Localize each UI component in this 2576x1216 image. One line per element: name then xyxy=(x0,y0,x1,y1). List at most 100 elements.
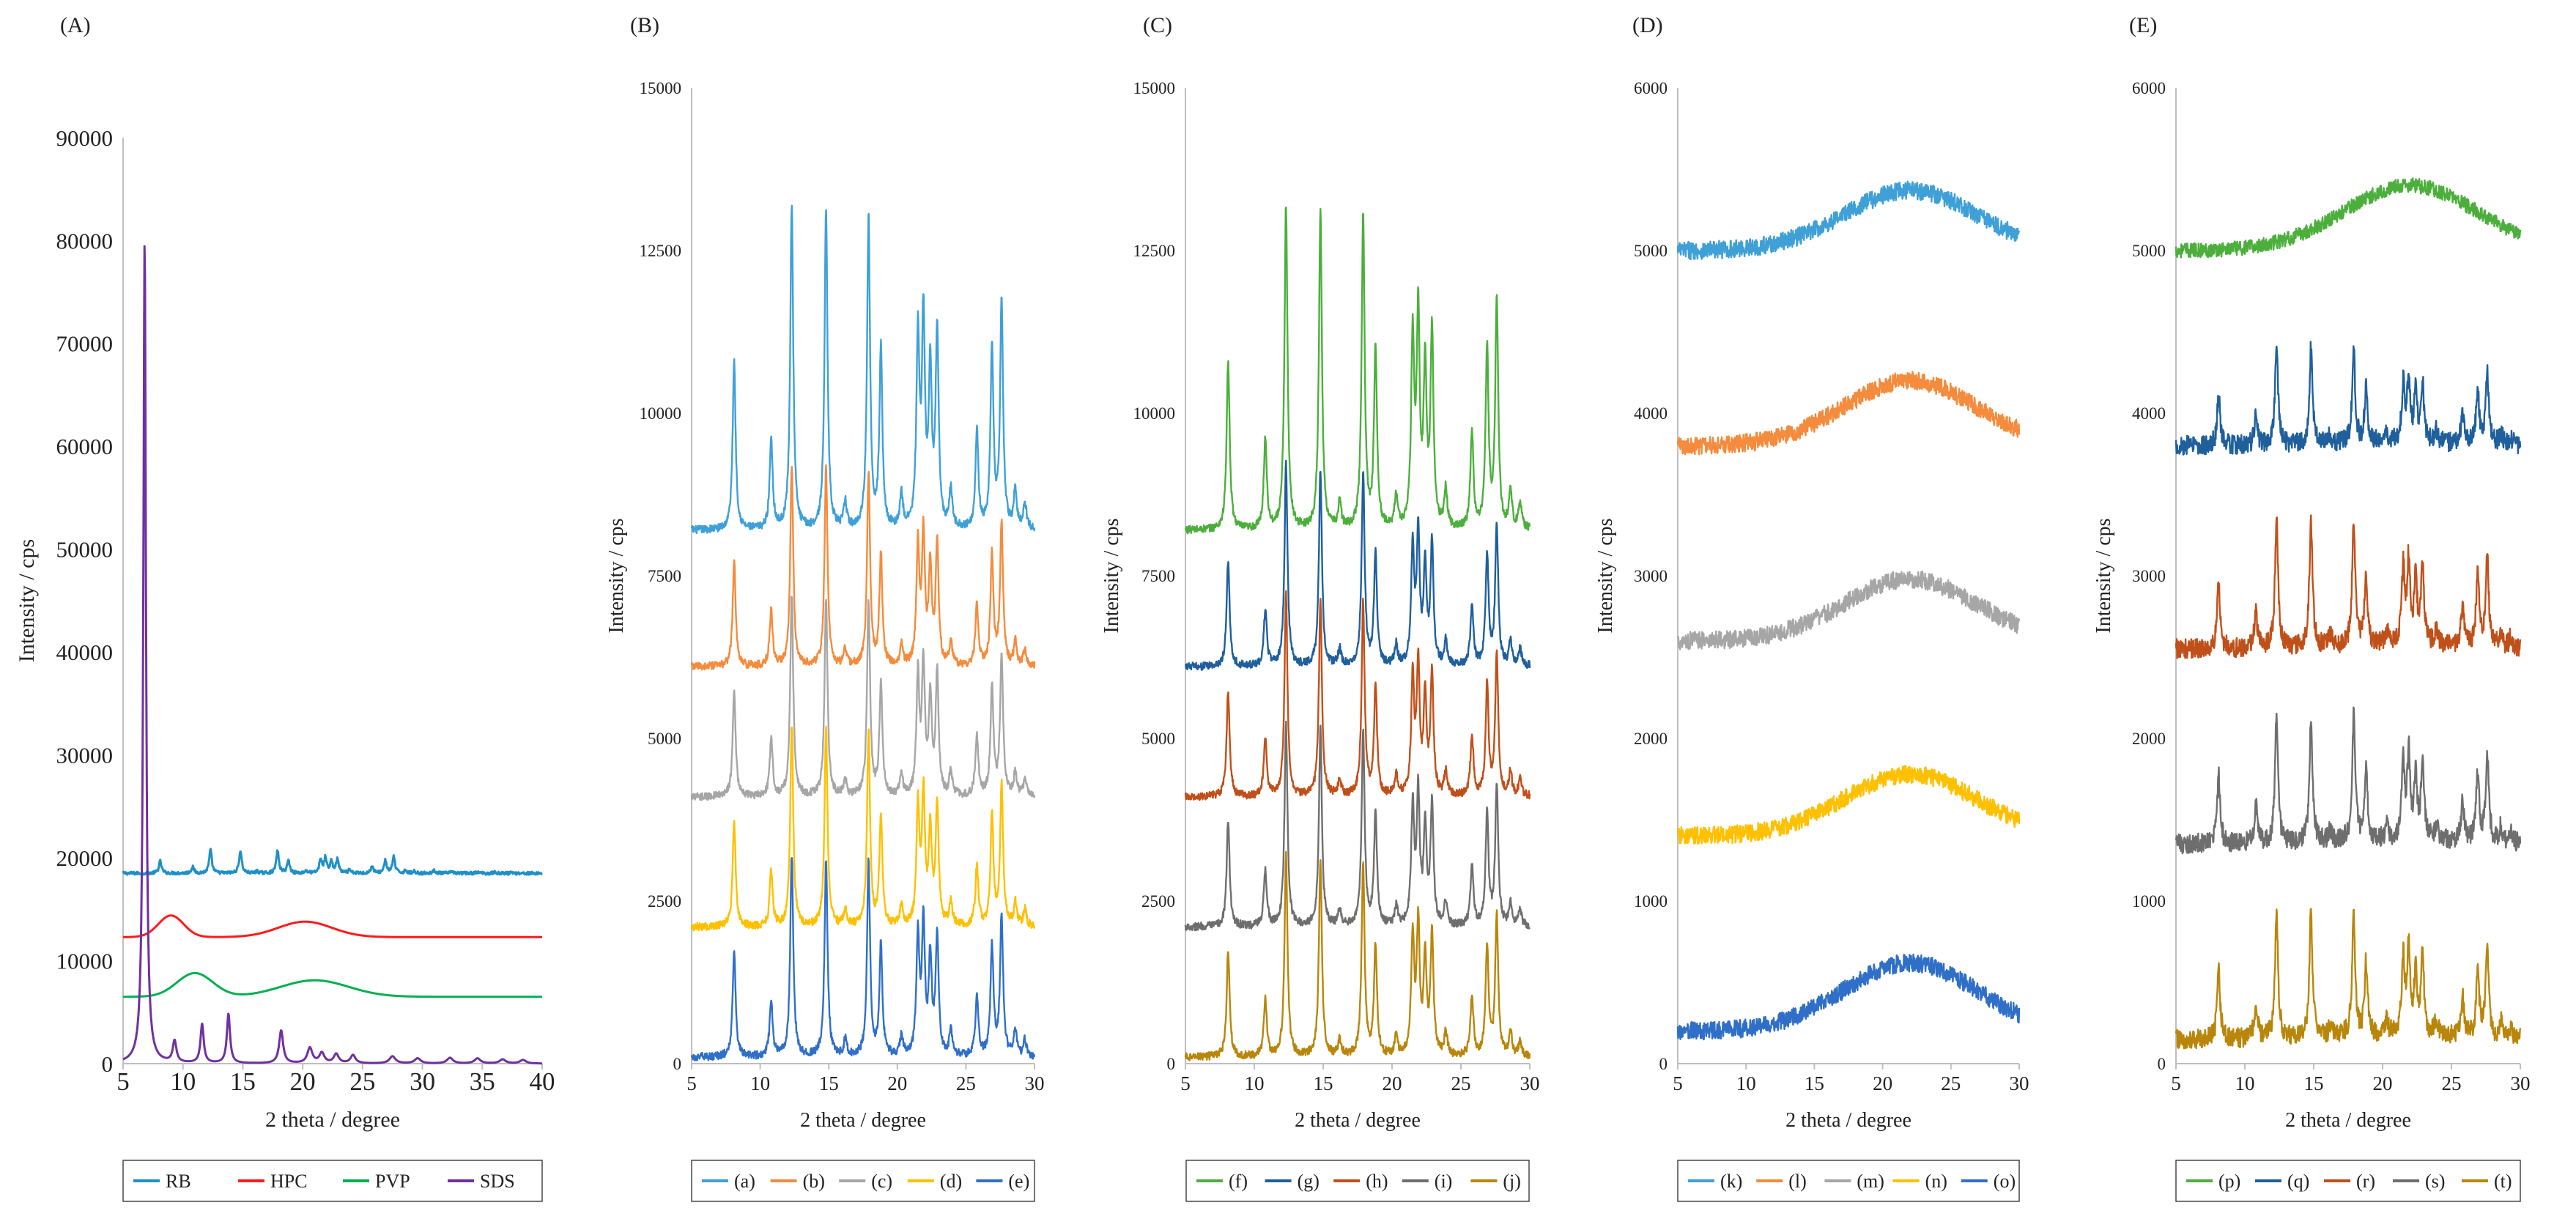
y-tick-label: 4000 xyxy=(2132,404,2166,423)
x-tick-label: 5 xyxy=(1673,1072,1683,1094)
y-axis-title: Intensity / cps xyxy=(2092,518,2115,633)
series-line-5 xyxy=(690,857,1036,1061)
x-tick-label: 35 xyxy=(470,1067,495,1096)
y-tick-label: 15000 xyxy=(640,79,682,97)
x-tick-label: 25 xyxy=(1451,1072,1471,1094)
y-tick-label: 70000 xyxy=(56,331,114,357)
chart-panel-1: (A) 0 10000 20000 30000 40000 50000 60000 70000 8… xyxy=(15,13,555,1202)
y-tick-label: 90000 xyxy=(56,125,114,151)
legend-label: (d) xyxy=(940,1171,962,1192)
y-tick-label: 0 xyxy=(1659,1055,1668,1073)
panel-label: (C) xyxy=(1143,13,1172,37)
legend-label: (o) xyxy=(1994,1171,2016,1192)
y-tick-label: 40000 xyxy=(56,639,114,665)
series-line-4 xyxy=(1184,720,1531,932)
y-tick-label: 3000 xyxy=(2132,567,2166,585)
x-tick-label: 15 xyxy=(1805,1072,1824,1094)
series-line-4 xyxy=(122,245,543,1065)
legend-label: (i) xyxy=(1435,1171,1453,1192)
chart-panel-3: (C) 0 2500 5000 7500 10000 12500 15000 5 10 15 20 25… xyxy=(1100,13,1540,1202)
y-tick-label: 0 xyxy=(2158,1055,2166,1073)
x-tick-label: 20 xyxy=(1383,1072,1402,1094)
y-tick-label: 10000 xyxy=(1133,404,1176,423)
series-line-1 xyxy=(2175,177,2522,259)
legend-label: PVP xyxy=(375,1171,410,1192)
legend-label: (j) xyxy=(1503,1171,1521,1192)
y-axis-title: Intensity / cps xyxy=(1100,518,1123,633)
y-tick-label: 1000 xyxy=(2132,892,2166,911)
y-axis-title: Intensity / cps xyxy=(605,518,628,633)
y-tick-label: 3000 xyxy=(1634,567,1668,585)
y-tick-label: 10000 xyxy=(640,404,682,423)
series-line-5 xyxy=(2175,908,2522,1050)
legend-label: (r) xyxy=(2356,1171,2375,1192)
legend-label: (p) xyxy=(2218,1171,2240,1192)
x-tick-label: 5 xyxy=(2171,1072,2181,1094)
x-tick-label: 30 xyxy=(1025,1072,1045,1094)
x-tick-label: 15 xyxy=(230,1067,256,1096)
series-line-2 xyxy=(122,914,543,938)
y-tick-label: 2000 xyxy=(1634,730,1668,748)
legend-label: (f) xyxy=(1229,1171,1248,1192)
y-tick-label: 60000 xyxy=(56,434,114,459)
series-line-3 xyxy=(122,971,543,998)
x-axis-title: 2 theta / degree xyxy=(1785,1109,1911,1132)
y-tick-label: 50000 xyxy=(56,537,114,563)
y-tick-label: 12500 xyxy=(640,242,682,260)
series-line-4 xyxy=(2175,706,2522,855)
x-tick-label: 10 xyxy=(2235,1072,2255,1094)
chart-panel-2: (B) 0 2500 5000 7500 10000 12500 15000 5 10 15 20 25… xyxy=(605,13,1045,1202)
series-line-1 xyxy=(1676,180,2021,261)
legend-label: (g) xyxy=(1298,1171,1320,1192)
x-tick-label: 20 xyxy=(1873,1072,1892,1094)
chart-panel-4: (D) 0 1000 2000 3000 4000 5000 6000 5 10 15 20 25 30 2… xyxy=(1594,13,2029,1202)
legend-label: (k) xyxy=(1720,1171,1742,1192)
series-line-3 xyxy=(1184,590,1531,801)
y-tick-label: 5000 xyxy=(2132,242,2166,260)
legend-label: (e) xyxy=(1008,1171,1029,1192)
series-line-5 xyxy=(1676,953,2021,1041)
series-line-5 xyxy=(1184,850,1531,1061)
y-tick-label: 5000 xyxy=(1141,730,1175,748)
series-line-1 xyxy=(122,848,543,876)
x-tick-label: 10 xyxy=(1245,1072,1265,1094)
x-axis-title: 2 theta / degree xyxy=(2285,1109,2411,1132)
x-tick-label: 30 xyxy=(2511,1072,2531,1094)
y-tick-label: 7500 xyxy=(648,567,681,585)
legend-label: (n) xyxy=(1925,1171,1947,1192)
legend-label: (h) xyxy=(1366,1171,1388,1192)
y-tick-label: 1000 xyxy=(1634,892,1668,911)
x-tick-label: 5 xyxy=(1180,1072,1191,1094)
legend-label: HPC xyxy=(270,1171,308,1192)
legend-label: (c) xyxy=(871,1171,892,1192)
series-line-4 xyxy=(690,725,1036,932)
series-line-1 xyxy=(690,204,1036,535)
series-line-3 xyxy=(2175,514,2522,659)
y-tick-label: 6000 xyxy=(2132,79,2166,97)
x-tick-label: 25 xyxy=(2442,1072,2462,1094)
y-tick-label: 30000 xyxy=(56,743,114,768)
x-tick-label: 30 xyxy=(410,1067,435,1096)
series-line-2 xyxy=(1185,459,1531,671)
y-tick-label: 4000 xyxy=(1634,404,1668,423)
x-tick-label: 10 xyxy=(750,1072,770,1094)
x-tick-label: 30 xyxy=(2010,1072,2029,1094)
x-tick-label: 10 xyxy=(170,1067,196,1096)
series-line-2 xyxy=(690,464,1036,671)
y-tick-label: 15000 xyxy=(1133,79,1176,97)
x-tick-label: 25 xyxy=(956,1072,976,1094)
x-axis-title: 2 theta / degree xyxy=(800,1109,926,1132)
legend-label: (q) xyxy=(2287,1171,2309,1192)
y-tick-label: 5000 xyxy=(648,730,681,748)
x-tick-label: 15 xyxy=(819,1072,839,1094)
series-line-3 xyxy=(1677,571,2021,650)
x-tick-label: 15 xyxy=(1314,1072,1333,1094)
y-tick-label: 10000 xyxy=(56,948,114,974)
y-tick-label: 2500 xyxy=(648,892,681,911)
y-tick-label: 20000 xyxy=(56,845,114,871)
legend-label: RB xyxy=(166,1171,191,1192)
y-tick-label: 80000 xyxy=(56,228,114,253)
y-tick-label: 0 xyxy=(102,1051,114,1077)
x-tick-label: 5 xyxy=(686,1072,697,1094)
